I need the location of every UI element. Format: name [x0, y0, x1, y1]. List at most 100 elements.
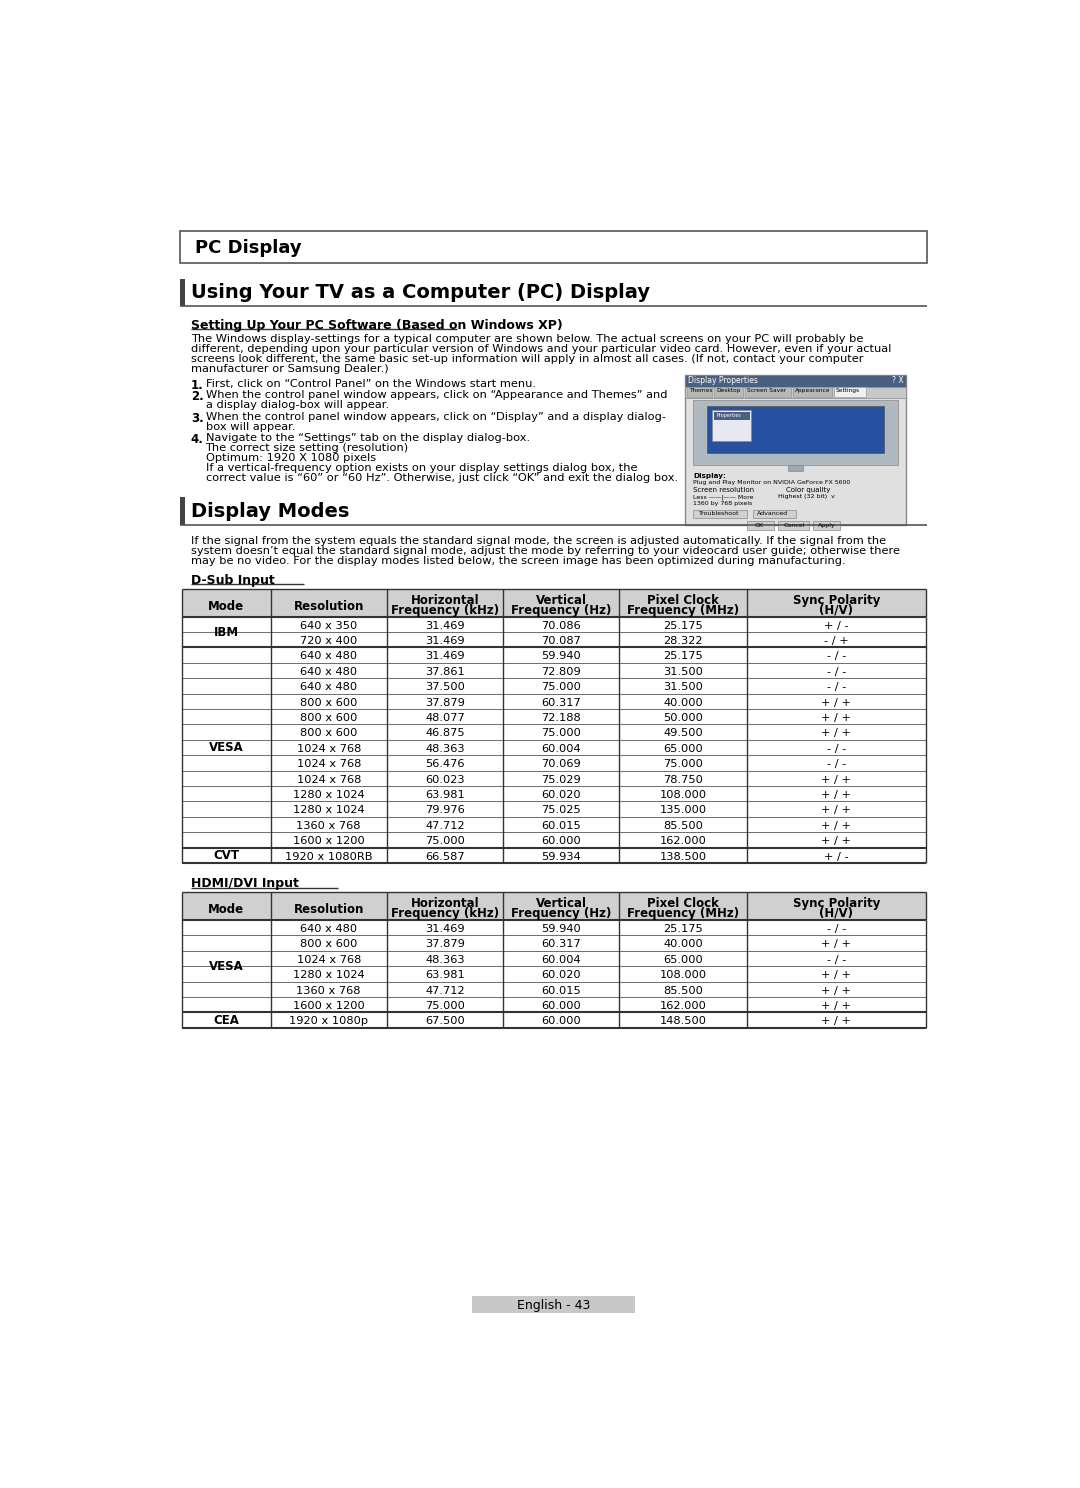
Bar: [834, 387, 866, 397]
Bar: [685, 375, 906, 387]
Text: 40.000: 40.000: [663, 698, 703, 707]
Text: Display Modes: Display Modes: [191, 501, 349, 521]
Text: Frequency (Hz): Frequency (Hz): [511, 908, 611, 920]
Text: 37.500: 37.500: [426, 682, 464, 692]
Text: 49.500: 49.500: [663, 728, 703, 738]
Text: + / +: + / +: [822, 985, 851, 995]
Text: CEA: CEA: [213, 1013, 239, 1027]
Text: 2.: 2.: [191, 390, 203, 403]
Text: If a vertical-frequency option exists on your display settings dialog box, the: If a vertical-frequency option exists on…: [205, 463, 637, 473]
Text: 60.000: 60.000: [541, 1001, 581, 1010]
Text: + / +: + / +: [822, 1001, 851, 1010]
Text: 1360 by 768 pixels: 1360 by 768 pixels: [693, 501, 753, 506]
Text: 162.000: 162.000: [660, 1001, 706, 1010]
Text: Frequency (kHz): Frequency (kHz): [391, 908, 499, 920]
Text: a display dialog-box will appear.: a display dialog-box will appear.: [205, 400, 389, 411]
Text: + / +: + / +: [822, 821, 851, 830]
Text: 28.322: 28.322: [663, 635, 703, 646]
Text: may be no video. For the display modes listed below, the screen image has been o: may be no video. For the display modes l…: [191, 557, 846, 565]
Text: Desktop: Desktop: [716, 388, 741, 393]
Text: 48.077: 48.077: [426, 713, 464, 723]
Text: 1280 x 1024: 1280 x 1024: [293, 790, 365, 801]
Text: 31.500: 31.500: [663, 667, 703, 677]
Text: Less ——|—— More: Less ——|—— More: [693, 494, 754, 500]
Text: 60.015: 60.015: [541, 985, 581, 995]
Bar: [180, 231, 927, 263]
Text: 1024 x 768: 1024 x 768: [297, 955, 361, 964]
Text: When the control panel window appears, click on “Display” and a display dialog-: When the control panel window appears, c…: [205, 412, 665, 423]
Text: Mode: Mode: [208, 903, 244, 917]
Text: 148.500: 148.500: [660, 1016, 706, 1027]
Text: + / +: + / +: [822, 939, 851, 949]
Text: 37.879: 37.879: [426, 698, 464, 707]
Text: 162.000: 162.000: [660, 836, 706, 847]
Text: Vertical: Vertical: [536, 594, 586, 607]
Text: (H/V): (H/V): [820, 908, 853, 920]
Text: VESA: VESA: [208, 960, 243, 973]
Text: 60.004: 60.004: [541, 744, 581, 754]
Text: 31.469: 31.469: [426, 924, 464, 934]
Text: Horizontal: Horizontal: [410, 897, 480, 911]
Text: Mode: Mode: [208, 600, 244, 613]
Text: 79.976: 79.976: [426, 805, 464, 815]
Text: + / +: + / +: [822, 970, 851, 981]
Text: 25.175: 25.175: [663, 652, 703, 661]
Text: 31.500: 31.500: [663, 682, 703, 692]
Text: 60.317: 60.317: [541, 698, 581, 707]
Text: (H/V): (H/V): [820, 604, 853, 616]
Text: box will appear.: box will appear.: [205, 423, 295, 432]
Text: 3.: 3.: [191, 412, 203, 426]
Bar: [744, 387, 791, 397]
Text: HDMI/DVI Input: HDMI/DVI Input: [191, 876, 299, 890]
Bar: [181, 589, 926, 616]
Text: + / +: + / +: [822, 836, 851, 847]
Text: 1600 x 1200: 1600 x 1200: [293, 836, 365, 847]
Text: + / +: + / +: [822, 713, 851, 723]
Text: English - 43: English - 43: [517, 1299, 590, 1312]
Text: Plug and Play Monitor on NVIDIA GeForce FX 5600: Plug and Play Monitor on NVIDIA GeForce …: [693, 481, 850, 485]
Text: manufacturer or Samsung Dealer.): manufacturer or Samsung Dealer.): [191, 365, 389, 373]
Text: 70.087: 70.087: [541, 635, 581, 646]
Text: 31.469: 31.469: [426, 635, 464, 646]
Text: 75.000: 75.000: [663, 759, 703, 769]
Text: 59.940: 59.940: [541, 652, 581, 661]
Text: Apply: Apply: [818, 522, 836, 528]
Bar: [779, 521, 809, 530]
Text: Screen resolution: Screen resolution: [693, 488, 754, 494]
Text: 63.981: 63.981: [426, 790, 464, 801]
Text: Settings: Settings: [836, 388, 860, 393]
Bar: [754, 510, 796, 518]
Text: Frequency (MHz): Frequency (MHz): [627, 604, 740, 616]
Text: 72.809: 72.809: [541, 667, 581, 677]
Text: Screen Saver: Screen Saver: [747, 388, 786, 393]
Text: - / -: - / -: [826, 955, 846, 964]
Text: 640 x 480: 640 x 480: [300, 652, 357, 661]
Bar: [713, 411, 751, 440]
Text: 47.712: 47.712: [426, 821, 464, 830]
Text: 59.934: 59.934: [541, 851, 581, 862]
Text: 75.000: 75.000: [426, 1001, 464, 1010]
Text: 56.476: 56.476: [426, 759, 464, 769]
Text: Display:: Display:: [693, 473, 726, 479]
Text: 1024 x 768: 1024 x 768: [297, 775, 361, 784]
Text: 640 x 350: 640 x 350: [300, 620, 357, 631]
Text: 25.175: 25.175: [663, 620, 703, 631]
Text: 75.029: 75.029: [541, 775, 581, 784]
Text: 60.020: 60.020: [541, 970, 581, 981]
Text: Vertical: Vertical: [536, 897, 586, 911]
Text: PC Display: PC Display: [195, 238, 302, 256]
Text: + / +: + / +: [822, 775, 851, 784]
Text: 46.875: 46.875: [426, 728, 464, 738]
Text: Frequency (Hz): Frequency (Hz): [511, 604, 611, 616]
Text: - / -: - / -: [826, 924, 846, 934]
Text: Frequency (kHz): Frequency (kHz): [391, 604, 499, 616]
Text: + / +: + / +: [822, 1016, 851, 1027]
Text: 72.188: 72.188: [541, 713, 581, 723]
Text: D-Sub Input: D-Sub Input: [191, 573, 274, 586]
Bar: [714, 387, 743, 397]
Text: 1280 x 1024: 1280 x 1024: [293, 805, 365, 815]
Bar: [813, 521, 840, 530]
Text: 800 x 600: 800 x 600: [300, 728, 357, 738]
Text: 63.981: 63.981: [426, 970, 464, 981]
Text: Themes: Themes: [689, 388, 713, 393]
